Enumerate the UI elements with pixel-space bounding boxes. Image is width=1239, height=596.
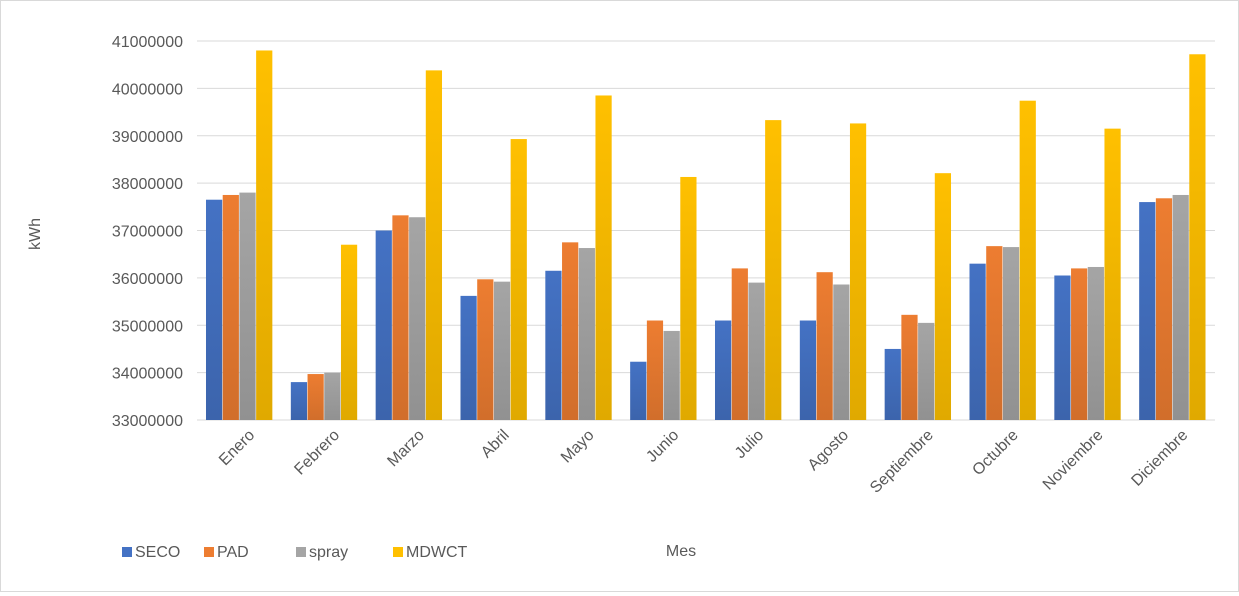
x-tick-label: Enero bbox=[216, 427, 258, 469]
legend-item-spray: spray bbox=[296, 544, 348, 561]
bar-mdwct-mayo bbox=[595, 95, 612, 420]
bar-spray-julio bbox=[748, 282, 765, 420]
bar-mdwct-febrero bbox=[340, 244, 358, 420]
bars bbox=[205, 50, 1206, 421]
bar-spray-noviembre bbox=[1087, 266, 1104, 420]
bar-pad-junio bbox=[646, 320, 664, 420]
bar-spray-enero bbox=[239, 192, 256, 420]
legend-label: spray bbox=[309, 544, 348, 561]
x-tick-label: Diciembre bbox=[1128, 427, 1191, 490]
legend-swatch bbox=[122, 547, 132, 557]
bar-pad-agosto bbox=[816, 272, 833, 420]
bar-seco-julio bbox=[714, 320, 732, 420]
y-tick-label: 39000000 bbox=[112, 129, 183, 146]
bar-seco-agosto bbox=[799, 320, 817, 420]
x-tick-label: Octubre bbox=[969, 427, 1021, 479]
bar-spray-diciembre bbox=[1172, 194, 1189, 420]
y-axis-ticks: 33000000 34000000 35000000 36000000 37000000… bbox=[112, 34, 183, 430]
legend-swatch bbox=[296, 547, 306, 557]
y-tick-label: 40000000 bbox=[112, 81, 183, 98]
x-tick-label: Mayo bbox=[558, 427, 598, 467]
bar-seco-abril bbox=[460, 295, 477, 420]
bar-pad-septiembre bbox=[901, 314, 918, 420]
bar-pad-enero bbox=[222, 194, 239, 420]
bar-pad-julio bbox=[731, 268, 748, 420]
y-tick-label: 37000000 bbox=[112, 224, 183, 241]
bar-spray-febrero bbox=[324, 372, 341, 420]
bar-spray-septiembre bbox=[918, 322, 935, 420]
legend-label: MDWCT bbox=[406, 544, 468, 561]
y-tick-label: 33000000 bbox=[112, 413, 183, 430]
legend: SECO PAD spray MDWCT bbox=[122, 544, 468, 561]
bar-pad-diciembre bbox=[1155, 198, 1173, 420]
x-tick-label: Abril bbox=[478, 427, 513, 462]
x-axis-label: Mes bbox=[666, 543, 696, 560]
x-axis-ticks: Enero Febrero Marzo Abril Mayo Junio Julio Agos… bbox=[216, 427, 1191, 497]
x-tick-label: Febrero bbox=[291, 427, 343, 479]
bar-seco-octubre bbox=[969, 263, 986, 420]
bar-spray-marzo bbox=[409, 217, 426, 420]
bar-mdwct-octubre bbox=[1019, 100, 1036, 420]
legend-item-mdwct: MDWCT bbox=[393, 544, 468, 561]
y-tick-label: 36000000 bbox=[112, 271, 183, 288]
gridlines bbox=[197, 40, 1215, 421]
y-tick-label: 34000000 bbox=[112, 366, 183, 383]
bar-pad-octubre bbox=[986, 246, 1003, 420]
bar-spray-agosto bbox=[833, 284, 850, 420]
y-tick-label: 38000000 bbox=[112, 176, 183, 193]
bar-seco-septiembre bbox=[884, 348, 901, 420]
legend-swatch bbox=[393, 547, 403, 557]
bar-mdwct-agosto bbox=[849, 123, 867, 421]
bar-mdwct-septiembre bbox=[934, 173, 952, 420]
x-tick-label: Junio bbox=[643, 427, 682, 466]
legend-label: PAD bbox=[217, 544, 249, 561]
x-tick-label: Marzo bbox=[384, 427, 428, 471]
bar-seco-marzo bbox=[375, 230, 392, 420]
x-tick-label: Noviembre bbox=[1040, 427, 1107, 494]
bar-seco-diciembre bbox=[1139, 202, 1156, 420]
bar-mdwct-enero bbox=[256, 50, 273, 420]
x-tick-label: Julio bbox=[732, 427, 767, 462]
bar-pad-febrero bbox=[307, 374, 324, 420]
bar-mdwct-junio bbox=[680, 176, 697, 420]
bar-seco-noviembre bbox=[1054, 275, 1071, 420]
bar-seco-junio bbox=[630, 361, 647, 420]
bar-pad-mayo bbox=[562, 242, 579, 420]
bar-seco-febrero bbox=[290, 382, 308, 420]
bar-spray-octubre bbox=[1002, 247, 1020, 420]
bar-mdwct-diciembre bbox=[1189, 54, 1206, 420]
y-tick-label: 35000000 bbox=[112, 318, 183, 335]
bar-mdwct-julio bbox=[765, 120, 782, 421]
legend-item-seco: SECO bbox=[122, 544, 180, 561]
y-tick-label: 41000000 bbox=[112, 34, 183, 51]
bar-pad-noviembre bbox=[1071, 268, 1088, 420]
x-tick-label: Septiembre bbox=[867, 427, 937, 497]
bar-mdwct-noviembre bbox=[1104, 128, 1121, 421]
bar-pad-marzo bbox=[392, 215, 409, 420]
bar-mdwct-marzo bbox=[425, 70, 443, 420]
bar-spray-abril bbox=[493, 281, 511, 420]
bar-spray-mayo bbox=[578, 248, 595, 420]
legend-label: SECO bbox=[135, 544, 180, 561]
bar-mdwct-abril bbox=[510, 139, 527, 420]
bar-spray-junio bbox=[663, 330, 680, 420]
bar-seco-enero bbox=[205, 199, 223, 420]
legend-swatch bbox=[204, 547, 214, 557]
legend-item-pad: PAD bbox=[204, 544, 249, 561]
bar-pad-abril bbox=[477, 279, 494, 420]
bar-seco-mayo bbox=[545, 270, 562, 420]
x-tick-label: Agosto bbox=[805, 427, 852, 474]
y-axis-label: kWh bbox=[27, 218, 44, 250]
